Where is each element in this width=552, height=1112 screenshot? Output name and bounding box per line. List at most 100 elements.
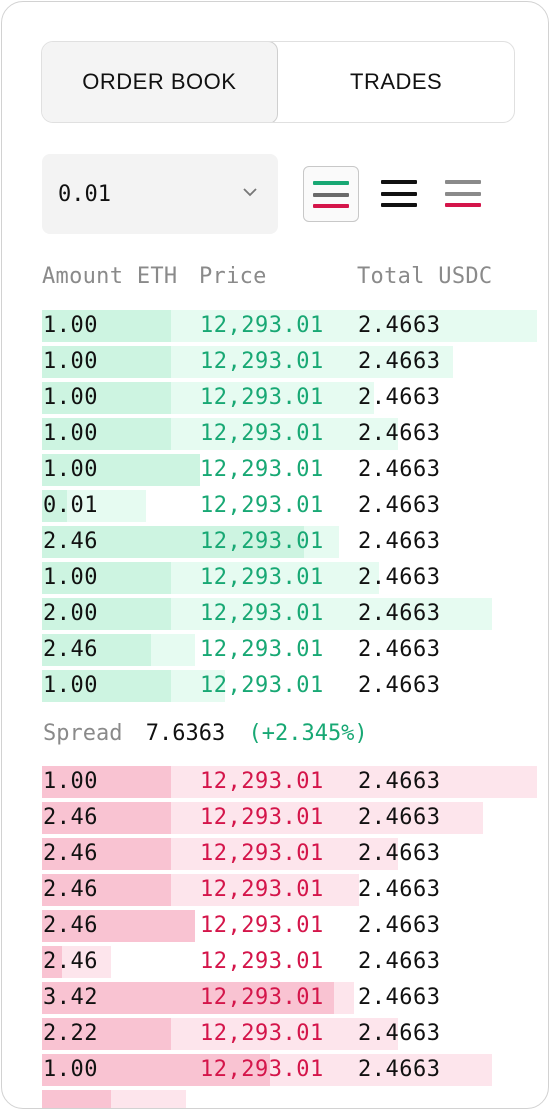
ask-row[interactable]: 2.46 12,293.01 2.4663 <box>2 872 548 908</box>
ask-amount-bar <box>42 838 171 870</box>
bid-total: 2.4663 <box>358 385 441 410</box>
ask-amount-bar <box>42 982 334 1014</box>
bid-row[interactable]: 1.00 12,293.01 2.4663 <box>2 308 548 344</box>
ask-row[interactable]: 2.46 12,293.01 2.4663 <box>2 908 548 944</box>
tab-trades[interactable]: TRADES <box>350 69 443 94</box>
view-asks-button[interactable] <box>436 166 492 222</box>
bid-amount: 1.00 <box>43 457 98 482</box>
spread-value: 7.6363 <box>145 721 226 746</box>
ask-price: 12,293.01 <box>200 1021 324 1046</box>
bid-row[interactable]: 1.00 12,293.01 2.4663 <box>2 344 548 380</box>
ask-row[interactable]: 1.00 12,293.01 2.4663 <box>2 764 548 800</box>
bid-row[interactable]: 1.00 12,293.01 2.4663 <box>2 416 548 452</box>
ask-amount-bar <box>42 946 62 978</box>
bid-row[interactable]: 2.46 12,293.01 2.4663 <box>2 524 548 560</box>
ask-total: 2.4663 <box>358 877 441 902</box>
ask-price: 12,293.01 <box>200 949 324 974</box>
bid-amount-bar <box>42 490 67 522</box>
view-both-button[interactable] <box>303 166 359 222</box>
bid-amount-bar <box>42 670 171 702</box>
bid-amount: 1.00 <box>43 421 98 446</box>
bid-amount-bar <box>42 310 171 342</box>
bid-amount: 2.00 <box>43 601 98 626</box>
bid-total: 2.4663 <box>358 493 441 518</box>
ask-amount-bar <box>42 766 171 798</box>
line-icon <box>445 180 481 184</box>
bid-total: 2.4663 <box>358 565 441 590</box>
tab-order-book[interactable]: ORDER BOOK <box>42 42 279 122</box>
bid-price: 12,293.01 <box>200 565 324 590</box>
ask-price: 12,293.01 <box>200 877 324 902</box>
bid-amount: 1.00 <box>43 313 98 338</box>
bid-amount-bar <box>42 526 304 558</box>
bid-price: 12,293.01 <box>200 637 324 662</box>
ask-amount: 1.00 <box>43 1057 98 1082</box>
ask-amount: 2.46 <box>43 805 98 830</box>
tab-bar: ORDER BOOK TRADES <box>41 41 515 123</box>
ask-total: 2.4663 <box>358 949 441 974</box>
ask-amount: 3.42 <box>43 985 98 1010</box>
spread-row: Spread 7.6363 (+2.345%) <box>43 720 368 748</box>
ask-total: 2.4663 <box>358 1057 441 1082</box>
ask-amount: 2.22 <box>43 1021 98 1046</box>
ask-amount-bar <box>42 1018 171 1050</box>
ask-row[interactable]: 2.46 12,293.01 2.4663 <box>2 944 548 980</box>
ask-amount-bar <box>42 874 171 906</box>
bid-price: 12,293.01 <box>200 673 324 698</box>
ask-row[interactable]: 1.00 12,293.01 2.4663 <box>2 1052 548 1088</box>
ask-line-icon <box>445 203 481 207</box>
ask-line-icon <box>313 204 349 208</box>
ask-row[interactable] <box>2 1088 548 1108</box>
bid-row[interactable]: 0.01 12,293.01 2.4663 <box>2 488 548 524</box>
bid-amount-bar <box>42 454 200 486</box>
ask-amount: 1.00 <box>43 769 98 794</box>
bid-total: 2.4663 <box>358 349 441 374</box>
spread-label: Spread <box>43 721 123 746</box>
bid-row[interactable]: 1.00 12,293.01 2.4663 <box>2 380 548 416</box>
ask-price: 12,293.01 <box>200 1057 324 1082</box>
precision-select[interactable]: 0.01 <box>42 154 278 234</box>
ask-amount: 2.46 <box>43 949 98 974</box>
bid-amount: 1.00 <box>43 385 98 410</box>
ask-row[interactable]: 2.22 12,293.01 2.4663 <box>2 1016 548 1052</box>
spread-change: (+2.345%) <box>248 721 368 746</box>
ask-amount-bar <box>42 910 195 942</box>
column-header-amount: Amount ETH <box>42 264 178 289</box>
ask-row[interactable]: 2.46 12,293.01 2.4663 <box>2 800 548 836</box>
ask-amount: 2.46 <box>43 877 98 902</box>
bid-total: 2.4663 <box>358 313 441 338</box>
bid-row[interactable]: 1.00 12,293.01 2.4663 <box>2 560 548 596</box>
bid-total: 2.4663 <box>358 529 441 554</box>
ask-price: 12,293.01 <box>200 841 324 866</box>
bid-amount-bar <box>42 418 171 450</box>
ask-total: 2.4663 <box>358 805 441 830</box>
bid-price: 12,293.01 <box>200 385 324 410</box>
bid-row[interactable]: 1.00 12,293.01 2.4663 <box>2 452 548 488</box>
column-header-total: Total USDC <box>357 264 493 289</box>
bid-price: 12,293.01 <box>200 313 324 338</box>
bid-amount-bar <box>42 598 171 630</box>
bid-amount-bar <box>42 382 171 414</box>
bid-row[interactable]: 1.00 12,293.01 2.4663 <box>2 668 548 704</box>
ask-row[interactable]: 3.42 12,293.01 2.4663 <box>2 980 548 1016</box>
ask-price: 12,293.01 <box>200 805 324 830</box>
line-icon <box>381 180 417 184</box>
bid-amount-bar <box>42 346 171 378</box>
ask-amount-bar <box>42 1090 111 1108</box>
bid-row[interactable]: 2.00 12,293.01 2.4663 <box>2 596 548 632</box>
precision-value: 0.01 <box>58 181 111 207</box>
bid-row[interactable]: 2.46 12,293.01 2.4663 <box>2 632 548 668</box>
chevron-down-icon <box>243 188 257 197</box>
ask-amount: 2.46 <box>43 841 98 866</box>
bid-price: 12,293.01 <box>200 349 324 374</box>
ask-row[interactable]: 2.46 12,293.01 2.4663 <box>2 836 548 872</box>
ask-total: 2.4663 <box>358 769 441 794</box>
view-bids-button[interactable] <box>372 166 428 222</box>
bid-total: 2.4663 <box>358 673 441 698</box>
ask-total: 2.4663 <box>358 985 441 1010</box>
line-icon <box>381 192 417 196</box>
bid-line-icon <box>313 181 349 185</box>
bid-amount-bar <box>42 634 151 666</box>
column-header-price: Price <box>199 264 267 289</box>
